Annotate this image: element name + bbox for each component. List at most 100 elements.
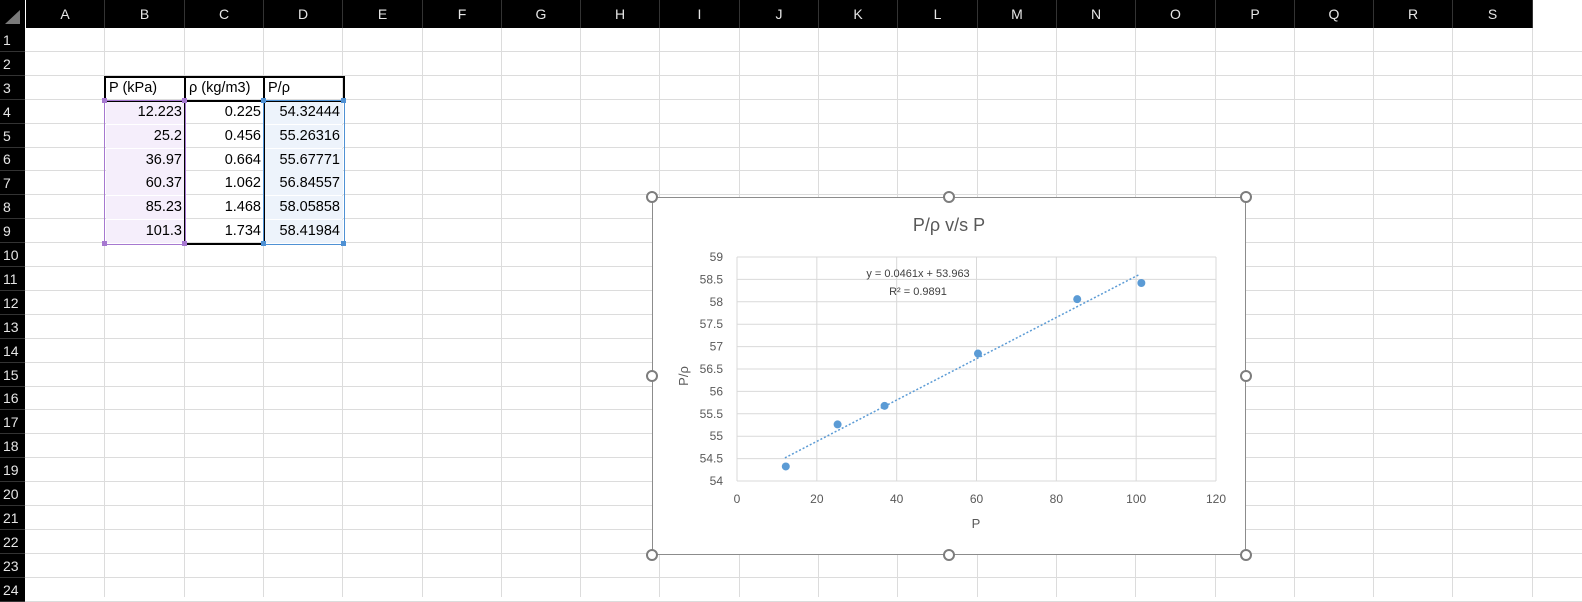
cell-density[interactable]: 0.664 bbox=[224, 152, 261, 168]
row-header[interactable]: 3 bbox=[0, 76, 25, 100]
cell-ratio[interactable]: 55.26316 bbox=[265, 125, 343, 148]
header-cell-density[interactable]: ρ (kg/m3) bbox=[189, 80, 251, 96]
row-header[interactable]: 21 bbox=[0, 506, 25, 530]
range-handle[interactable] bbox=[261, 98, 266, 103]
chart-x-tick-label: 40 bbox=[890, 492, 904, 506]
column-header[interactable]: D bbox=[264, 0, 343, 28]
column-header[interactable]: Q bbox=[1295, 0, 1374, 28]
column-gridline bbox=[1452, 28, 1453, 597]
cell-density[interactable]: 0.456 bbox=[224, 128, 261, 144]
range-handle[interactable] bbox=[102, 98, 107, 103]
chart-x-ticks: 0 20 40 60 80 100 120 bbox=[734, 492, 1227, 506]
cell-pressure[interactable]: 36.97 bbox=[106, 149, 185, 172]
column-header[interactable]: O bbox=[1136, 0, 1216, 28]
row-header[interactable]: 18 bbox=[0, 434, 25, 458]
range-handle[interactable] bbox=[341, 241, 346, 246]
trendline-r-squared: R² = 0.9891 bbox=[889, 286, 947, 298]
range-handle[interactable] bbox=[182, 241, 187, 246]
cell-pressure[interactable]: 101.3 bbox=[106, 220, 185, 243]
header-cell-pressure[interactable]: P (kPa) bbox=[109, 80, 158, 96]
column-header[interactable]: E bbox=[343, 0, 423, 28]
cell-ratio[interactable]: 54.32444 bbox=[265, 101, 343, 124]
row-header[interactable]: 22 bbox=[0, 530, 25, 554]
chart-resize-handle[interactable] bbox=[646, 549, 658, 561]
column-header[interactable]: B bbox=[105, 0, 185, 28]
column-header[interactable]: N bbox=[1057, 0, 1136, 28]
chart-resize-handle[interactable] bbox=[943, 549, 955, 561]
row-header[interactable]: 20 bbox=[0, 482, 25, 506]
row-header[interactable]: 24 bbox=[0, 578, 25, 602]
row-header[interactable]: 19 bbox=[0, 458, 25, 482]
cell-pressure[interactable]: 60.37 bbox=[106, 172, 185, 195]
chart-x-tick-label: 0 bbox=[734, 492, 741, 506]
select-all-button[interactable] bbox=[0, 0, 25, 28]
chart-resize-handle[interactable] bbox=[1240, 370, 1252, 382]
cell-ratio[interactable]: 56.84557 bbox=[265, 172, 343, 195]
cell-ratio[interactable]: 58.05858 bbox=[265, 196, 343, 219]
chart-x-tick-label: 100 bbox=[1126, 492, 1146, 506]
cell-pressure[interactable]: 85.23 bbox=[106, 196, 185, 219]
cell-ratio[interactable]: 58.41984 bbox=[265, 220, 343, 243]
row-header[interactable]: 8 bbox=[0, 195, 25, 219]
row-header[interactable]: 10 bbox=[0, 243, 25, 267]
table-border-left bbox=[104, 76, 106, 101]
scatter-chart[interactable]: 54 54.5 55 55.5 56 56.5 57 57.5 58 58.5 59 0 20 40 60… bbox=[652, 197, 1246, 555]
chart-y-tick-label: 57.5 bbox=[700, 317, 724, 331]
column-gridline bbox=[263, 28, 264, 597]
column-header[interactable]: R bbox=[1374, 0, 1453, 28]
cell-density[interactable]: 0.225 bbox=[224, 104, 261, 120]
table-border-top bbox=[104, 76, 345, 78]
header-cell-ratio[interactable]: P/ρ bbox=[268, 80, 290, 96]
column-header[interactable]: L bbox=[898, 0, 978, 28]
chart-trendline bbox=[784, 273, 1141, 459]
column-header[interactable]: H bbox=[581, 0, 660, 28]
chart-point bbox=[880, 401, 889, 410]
row-header[interactable]: 4 bbox=[0, 100, 25, 124]
row-header[interactable]: 1 bbox=[0, 28, 25, 52]
row-header[interactable]: 2 bbox=[0, 52, 25, 76]
row-header[interactable]: 16 bbox=[0, 387, 25, 410]
row-header[interactable]: 23 bbox=[0, 554, 25, 578]
chart-y-axis-label: P/ρ bbox=[676, 366, 691, 386]
chart-point bbox=[973, 349, 982, 358]
cell-pressure[interactable]: 25.2 bbox=[106, 125, 185, 148]
column-header[interactable]: M bbox=[978, 0, 1057, 28]
range-handle[interactable] bbox=[102, 241, 107, 246]
chart-resize-handle[interactable] bbox=[1240, 191, 1252, 203]
row-header[interactable]: 14 bbox=[0, 339, 25, 363]
column-header[interactable]: A bbox=[26, 0, 105, 28]
row-header[interactable]: 9 bbox=[0, 219, 25, 243]
range-handle[interactable] bbox=[261, 241, 266, 246]
column-header[interactable]: I bbox=[660, 0, 740, 28]
row-header[interactable]: 17 bbox=[0, 410, 25, 434]
chart-y-tick-label: 58 bbox=[710, 295, 724, 309]
column-header[interactable]: C bbox=[185, 0, 264, 28]
row-header[interactable]: 11 bbox=[0, 267, 25, 291]
cell-ratio[interactable]: 55.67771 bbox=[265, 149, 343, 172]
range-handle[interactable] bbox=[182, 98, 187, 103]
column-header[interactable]: G bbox=[502, 0, 581, 28]
row-header[interactable]: 15 bbox=[0, 363, 25, 387]
cell-pressure[interactable]: 12.223 bbox=[106, 101, 185, 124]
chart-y-tick-label: 55 bbox=[710, 429, 724, 443]
chart-resize-handle[interactable] bbox=[646, 191, 658, 203]
column-header[interactable]: K bbox=[819, 0, 898, 28]
cell-density[interactable]: 1.062 bbox=[224, 175, 261, 191]
row-header[interactable]: 5 bbox=[0, 124, 25, 148]
chart-point bbox=[1137, 278, 1146, 287]
chart-resize-handle[interactable] bbox=[646, 370, 658, 382]
column-header[interactable]: F bbox=[423, 0, 502, 28]
column-header[interactable]: P bbox=[1216, 0, 1295, 28]
row-header[interactable]: 6 bbox=[0, 148, 25, 171]
cell-density[interactable]: 1.468 bbox=[224, 199, 261, 215]
chart-resize-handle[interactable] bbox=[1240, 549, 1252, 561]
range-handle[interactable] bbox=[341, 98, 346, 103]
column-header[interactable]: S bbox=[1453, 0, 1533, 28]
row-header[interactable]: 7 bbox=[0, 171, 25, 195]
row-header[interactable]: 13 bbox=[0, 315, 25, 339]
cell-density[interactable]: 1.734 bbox=[224, 223, 261, 239]
row-header[interactable]: 12 bbox=[0, 291, 25, 315]
column-header[interactable]: J bbox=[740, 0, 819, 28]
chart-resize-handle[interactable] bbox=[943, 191, 955, 203]
